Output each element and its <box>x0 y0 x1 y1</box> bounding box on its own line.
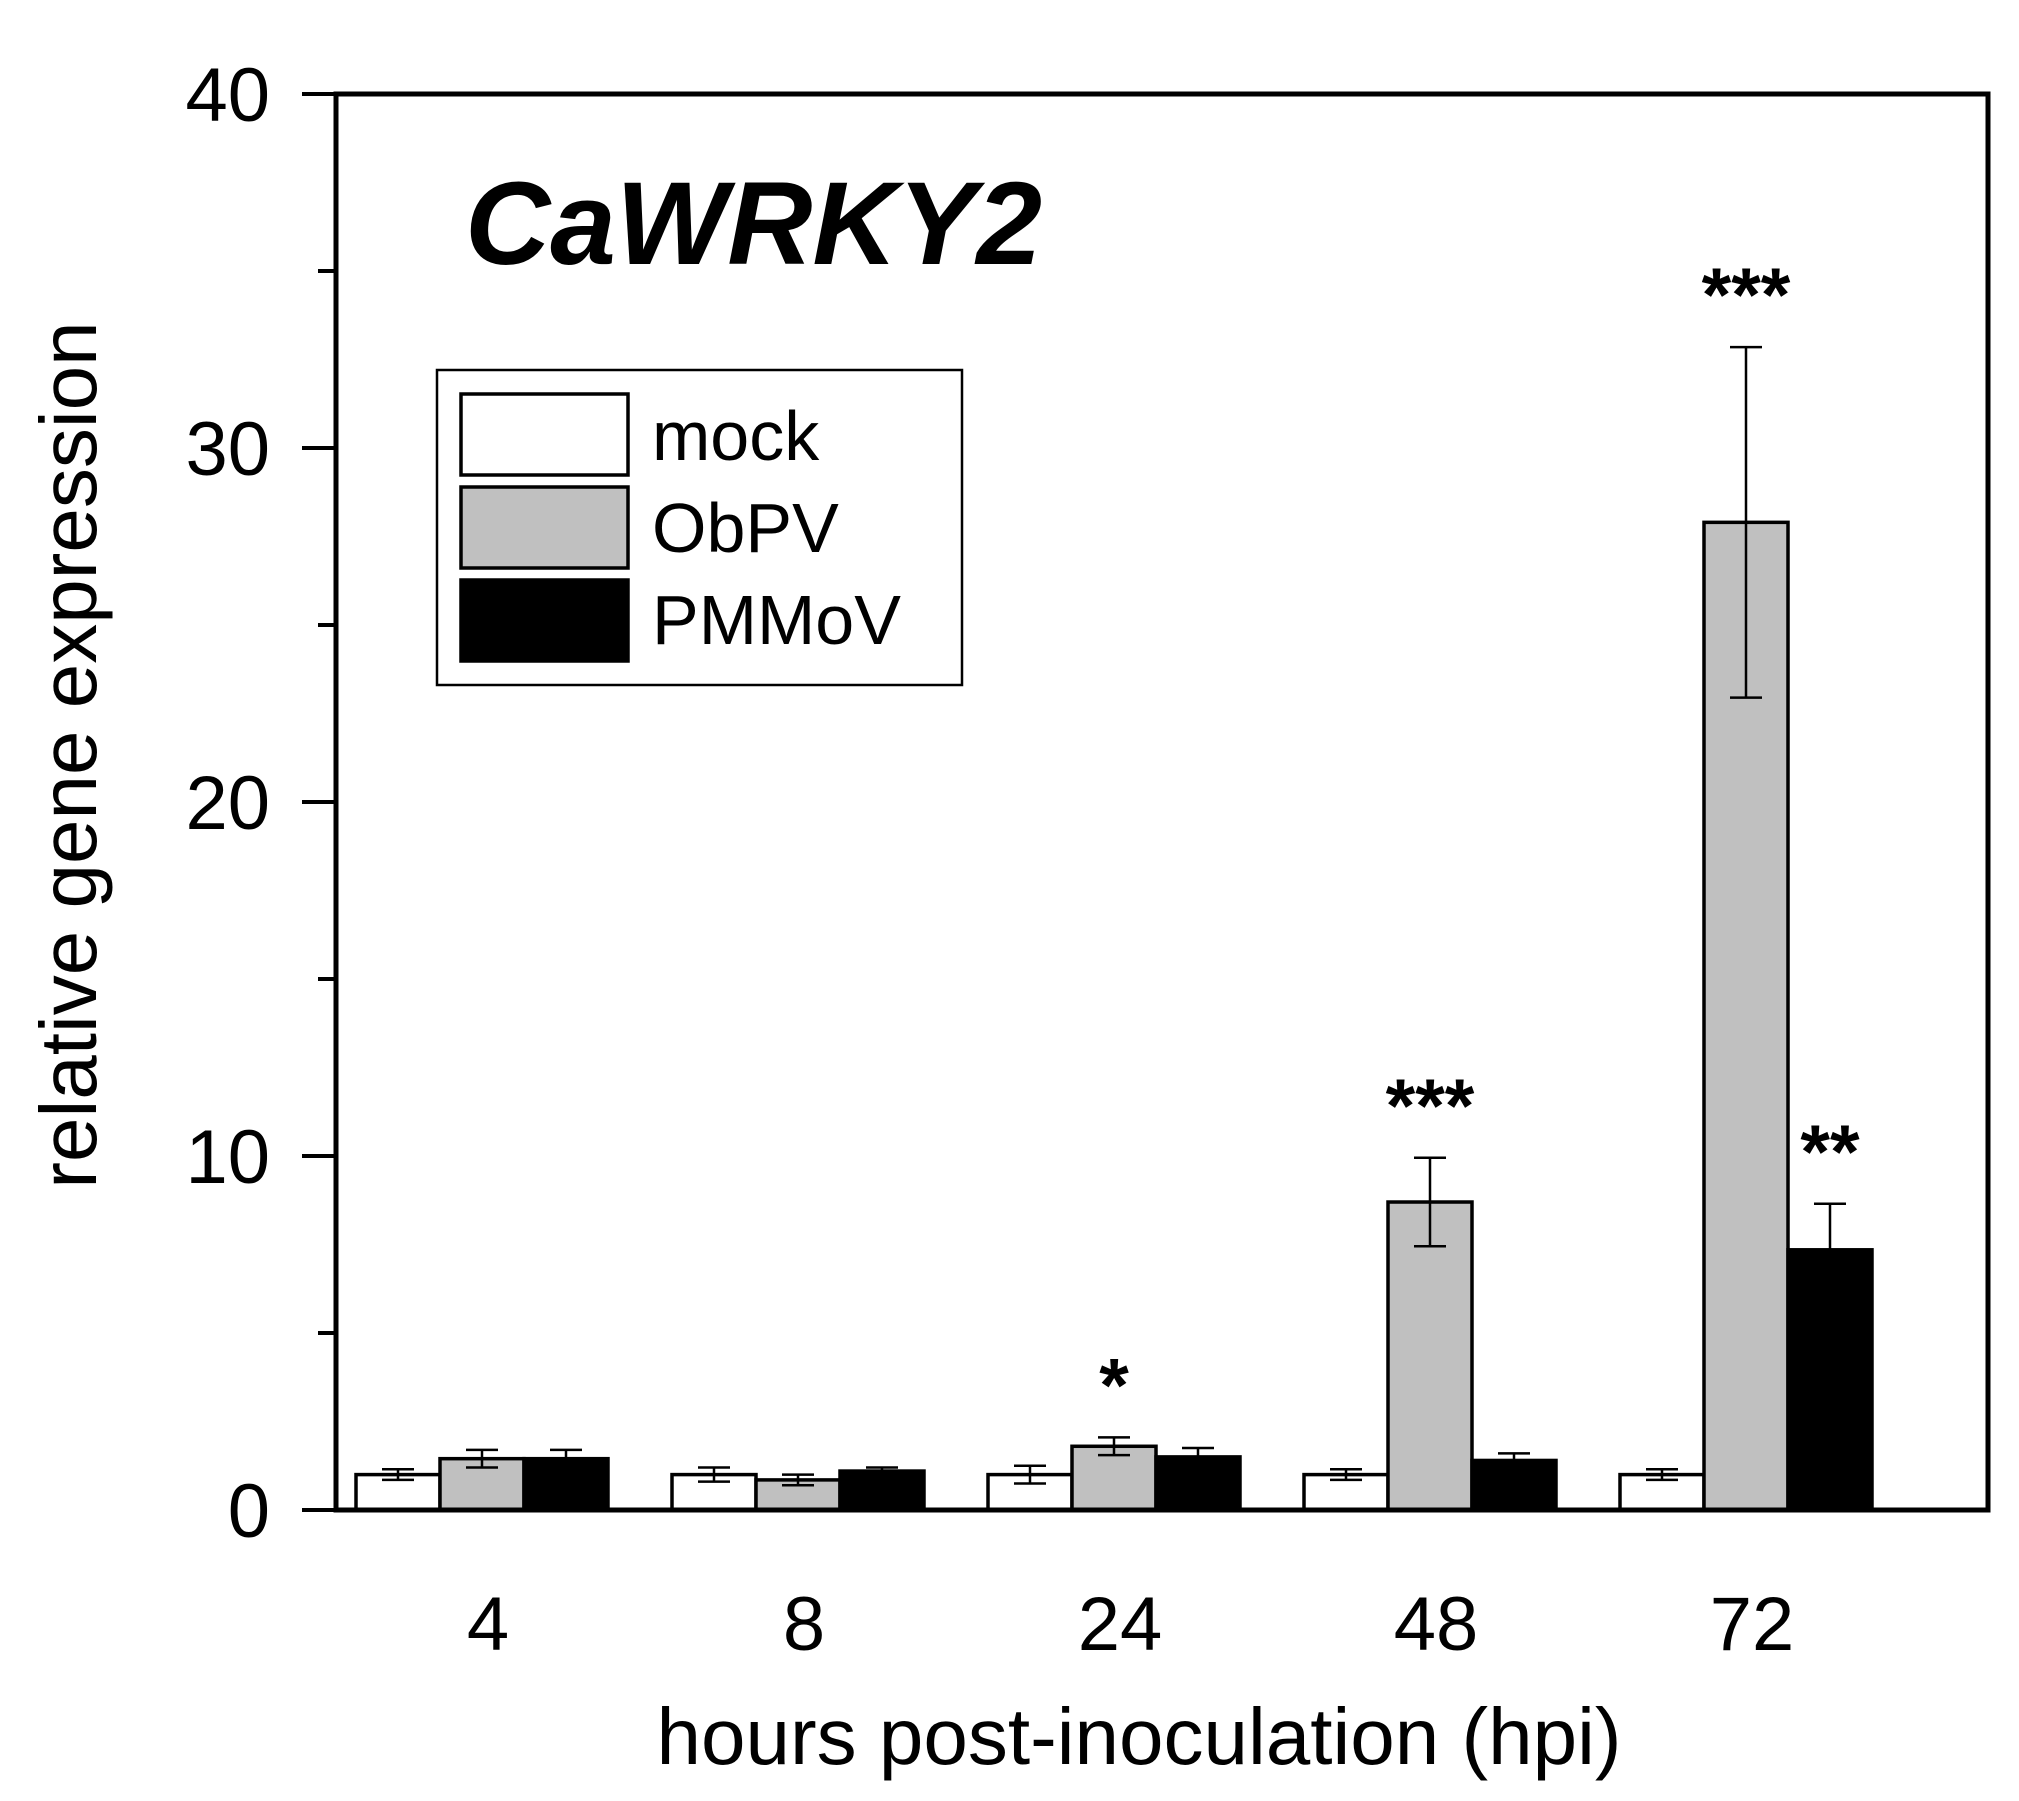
legend-swatch-mock <box>459 392 630 477</box>
x-axis-title: hours post-inoculation (hpi) <box>657 1692 1622 1781</box>
y-tick-label: 20 <box>185 761 270 846</box>
plot-frame <box>333 91 1991 1513</box>
y-tick-label: 30 <box>185 407 270 492</box>
bar-obpv-48 <box>1386 1200 1474 1512</box>
bar-pmmov-8 <box>838 1469 926 1512</box>
y-tick-label: 10 <box>185 1115 270 1200</box>
x-axis: 4 8 24 48 72 <box>467 1582 1794 1667</box>
significance-group: ********* <box>1099 253 1860 1428</box>
y-tick-label: 0 <box>228 1469 270 1554</box>
legend-label-pmmov: PMMoV <box>652 581 901 659</box>
x-tick-label: 72 <box>1710 1582 1795 1667</box>
bar-group <box>354 520 1874 1512</box>
chart-title: CaWRKY2 <box>465 158 1042 290</box>
x-tick-label: 48 <box>1394 1582 1479 1667</box>
significance-label: * <box>1099 1343 1129 1428</box>
x-tick-label: 24 <box>1078 1582 1163 1667</box>
y-axis: 0 10 20 30 40 <box>185 53 336 1554</box>
significance-label: *** <box>1386 1064 1475 1149</box>
significance-label: *** <box>1702 253 1791 338</box>
error-bar-group <box>382 345 1846 1487</box>
x-tick-label: 4 <box>467 1582 509 1667</box>
legend-swatch-pmmov <box>459 578 630 663</box>
x-tick-label: 8 <box>783 1582 825 1667</box>
significance-label: ** <box>1800 1110 1860 1195</box>
y-axis-title: relative gene expression <box>24 321 113 1188</box>
y-tick-label: 40 <box>185 53 270 138</box>
legend-label-mock: mock <box>652 397 820 475</box>
legend-label-obpv: ObPV <box>652 489 839 567</box>
legend-swatch-obpv <box>459 485 630 570</box>
legend: mock ObPV PMMoV <box>435 368 964 687</box>
